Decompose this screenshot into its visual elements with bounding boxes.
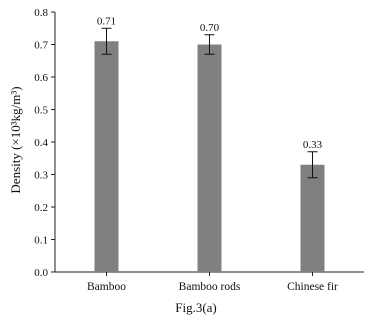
data-label: 0.70 xyxy=(200,22,220,34)
y-tick-label: 0.1 xyxy=(34,235,48,247)
bar xyxy=(300,164,325,272)
x-category-label: Bamboo rods xyxy=(179,281,241,293)
y-tick-label: 0.5 xyxy=(34,105,48,117)
x-axis: Bamboo Bamboo rods Chinese fir xyxy=(55,271,364,293)
y-tick-label: 0.2 xyxy=(34,202,48,214)
y-axis-title: Density (×10³kg/m³) xyxy=(8,86,23,193)
y-tick-label: 0.4 xyxy=(34,137,48,149)
x-category-label: Chinese fir xyxy=(287,281,338,293)
y-axis: 0.0 0.1 0.2 0.3 0.4 0.5 0.6 0.7 0.8 xyxy=(34,7,56,279)
bar xyxy=(94,41,119,272)
bars xyxy=(94,27,325,272)
data-labels: 0.71 0.70 0.33 xyxy=(97,15,323,151)
data-label: 0.33 xyxy=(303,139,323,151)
y-tick-label: 0.3 xyxy=(34,170,48,182)
y-tick-label: 0.8 xyxy=(34,7,48,19)
figure-caption: Fig.3(a) xyxy=(175,300,217,315)
y-tick-label: 0.7 xyxy=(34,40,48,52)
y-tick-label: 0.0 xyxy=(34,267,48,279)
x-category-label: Bamboo xyxy=(87,281,126,293)
y-tick-label: 0.6 xyxy=(34,72,48,84)
bar xyxy=(197,44,222,272)
data-label: 0.71 xyxy=(97,15,116,27)
